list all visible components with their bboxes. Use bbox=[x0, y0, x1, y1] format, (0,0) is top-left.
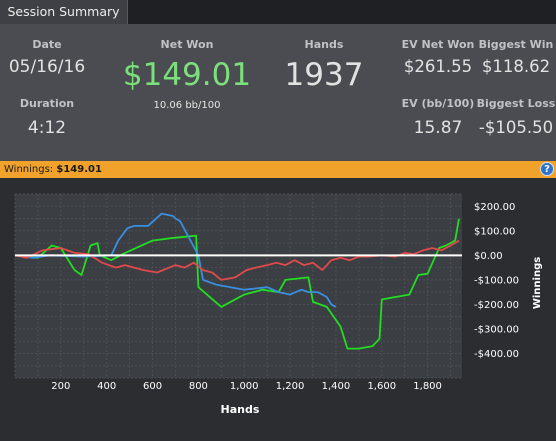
x-tick-label: 1,200 bbox=[276, 381, 305, 392]
y-axis-label: Winnings bbox=[532, 257, 543, 309]
biggest-loss-label: Biggest Loss bbox=[476, 97, 556, 110]
y-tick-labels: $200.00 $100.00 $0.00 -$100.00 -$200.00 -$300… bbox=[474, 202, 519, 360]
winnings-bar: Winnings: $149.01 ? bbox=[0, 161, 556, 178]
chart-grid bbox=[14, 193, 462, 379]
bb-per-100-value: 10.06 bb/100 bbox=[153, 100, 221, 111]
ev-net-won-value: $261.55 bbox=[403, 57, 473, 76]
hands-value: 1937 bbox=[284, 57, 364, 93]
y-tick-label: -$400.00 bbox=[474, 349, 519, 360]
session-summary-panel: Date 05/16/16 Duration 4:12 Net Won $149… bbox=[0, 24, 556, 161]
y-tick-label: $100.00 bbox=[474, 226, 515, 237]
net-won-value: $149.01 bbox=[122, 57, 252, 93]
y-tick-label: $200.00 bbox=[474, 202, 515, 213]
biggest-win-value: $118.62 bbox=[481, 57, 551, 76]
x-axis-label: Hands bbox=[221, 403, 260, 416]
x-tick-label: 1,400 bbox=[322, 381, 351, 392]
series-line-1 bbox=[14, 212, 337, 308]
x-tick-label: 1,000 bbox=[230, 381, 259, 392]
net-won-label: Net Won bbox=[160, 38, 214, 51]
biggest-win-label: Biggest Win bbox=[478, 38, 554, 51]
plot-area bbox=[15, 194, 462, 378]
y-tick-label: -$300.00 bbox=[474, 324, 519, 335]
tab-bar: Session Summary bbox=[0, 0, 556, 24]
biggest-loss-value: -$105.50 bbox=[478, 118, 554, 137]
x-tick-label: 400 bbox=[97, 381, 116, 392]
x-tick-label: 1,800 bbox=[413, 381, 442, 392]
winnings-label: Winnings: bbox=[4, 164, 54, 175]
y-tick-label: -$200.00 bbox=[474, 300, 519, 311]
ev-bb-label: EV (bb/100) bbox=[401, 97, 475, 110]
ev-bb-value: 15.87 bbox=[413, 118, 463, 138]
help-icon[interactable]: ? bbox=[540, 162, 554, 176]
ev-net-won-label: EV Net Won bbox=[401, 38, 475, 51]
winnings-value: $149.01 bbox=[56, 164, 102, 175]
x-tick-label: 200 bbox=[51, 381, 70, 392]
hands-label: Hands bbox=[304, 38, 344, 51]
date-label: Date bbox=[32, 38, 62, 51]
x-tick-label: 800 bbox=[189, 381, 208, 392]
date-value: 05/16/16 bbox=[8, 57, 86, 77]
tab-session-summary[interactable]: Session Summary bbox=[0, 0, 128, 24]
winnings-chart: 200 400 600 800 1,000 1,200 1,400 1,600 1,800 $2… bbox=[0, 178, 556, 437]
y-tick-label: $0.00 bbox=[474, 251, 503, 262]
y-tick-label: -$100.00 bbox=[474, 275, 519, 286]
x-tick-labels: 200 400 600 800 1,000 1,200 1,400 1,600 1,800 bbox=[51, 381, 442, 392]
chart-series bbox=[14, 212, 462, 350]
x-tick-label: 1,600 bbox=[367, 381, 396, 392]
duration-value: 4:12 bbox=[27, 118, 67, 138]
x-tick-label: 600 bbox=[143, 381, 162, 392]
duration-label: Duration bbox=[19, 97, 75, 110]
winnings-chart-svg: 200 400 600 800 1,000 1,200 1,400 1,600 1,800 $2… bbox=[14, 193, 543, 416]
